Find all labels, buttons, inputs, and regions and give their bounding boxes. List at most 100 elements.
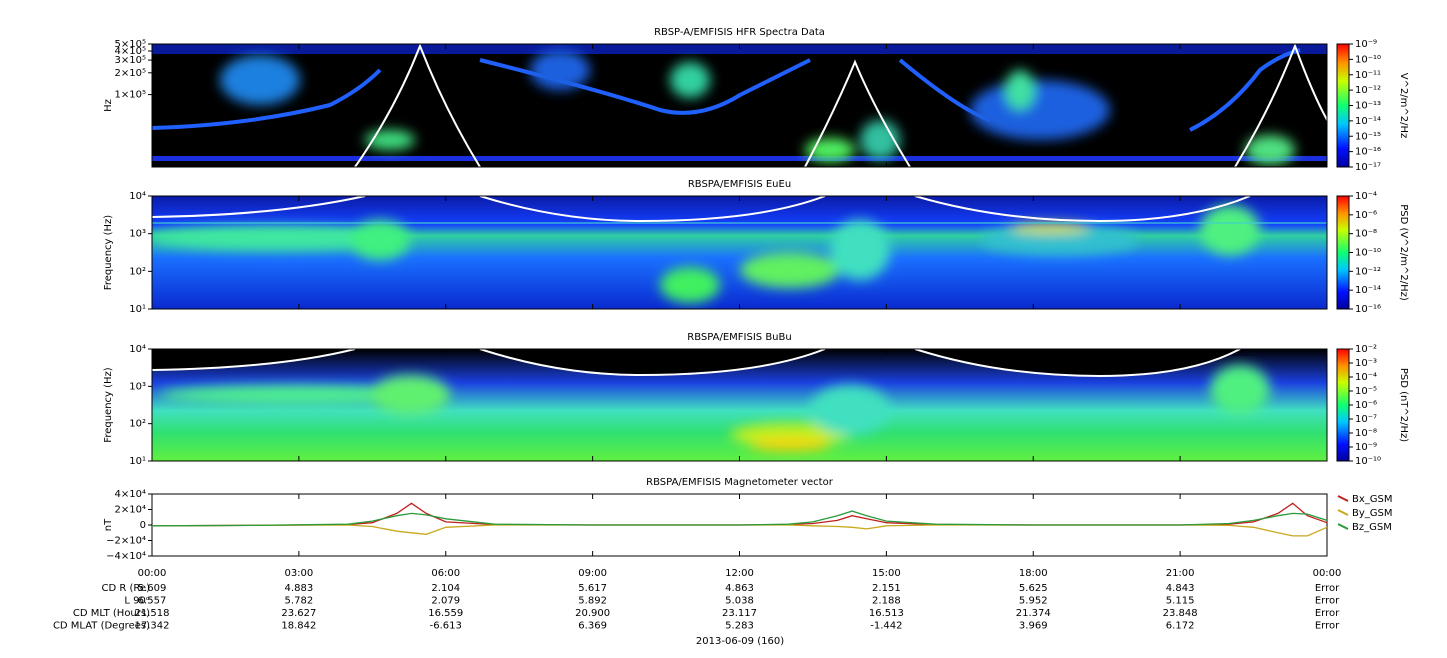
ephemeris-value: 5.952 [1019,596,1048,607]
ephemeris-value: 2.079 [431,596,460,607]
colorbar [1336,43,1350,168]
colorbar-tick-label: 10⁻¹⁴ [1355,285,1381,296]
colorbar-tick-label: 10⁻² [1355,344,1377,355]
colorbar-tick-label: 10⁻⁶ [1355,400,1377,411]
spectrogram-image [152,349,1327,461]
colorbar-tick-label: 10⁻¹⁴ [1355,116,1381,127]
ephemeris-value: Error [1315,621,1340,632]
panel-title: RBSPA/EMFISIS Magnetometer vector [646,477,834,488]
ephemeris-value: 20.900 [575,608,610,619]
ephemeris-value: 5.115 [1166,596,1195,607]
data-line [151,502,1328,527]
row-label: CD MLAT (Degrees) [53,621,150,632]
y-tick-label: 5×10⁵ [115,39,146,50]
y-tick-label: 2×10⁵ [115,68,146,79]
ephemeris-value: 18.842 [281,621,316,632]
y-tick-label: 2×10⁴ [115,505,146,516]
ephemeris-value: Error [1315,608,1340,619]
y-tick-label: −2×10⁴ [106,536,146,547]
colorbar-tick-label: 10⁻¹⁰ [1355,248,1381,259]
ephemeris-value: 23.117 [722,608,757,619]
ephemeris-value: 17.342 [135,621,170,632]
ephemeris-value: -6.613 [430,621,462,632]
x-tick-label: 03:00 [284,568,313,579]
ephemeris-value: 5.283 [725,621,754,632]
ephemeris-value: 5.782 [285,596,314,607]
ephemeris-value: 21.518 [135,608,170,619]
colorbar-tick-label: 10⁻¹⁵ [1355,131,1381,142]
y-tick-label: 3×10⁵ [115,55,146,66]
y-tick-label: 4×10⁵ [115,46,146,57]
ephemeris-value: 6.172 [1166,621,1195,632]
panel-title: RBSPA/EMFISIS BuBu [687,332,791,343]
x-tick-label: 06:00 [431,568,460,579]
colorbar [1336,348,1350,462]
y-axis-label: Hz [103,99,114,112]
ephemeris-value: 21.374 [1016,608,1051,619]
ephemeris-value: Error [1315,596,1340,607]
x-tick-label: 00:00 [138,568,167,579]
y-tick-label: 10² [129,419,146,430]
x-tick-label: 09:00 [578,568,607,579]
y-tick-label: −4×10⁴ [106,551,146,562]
y-tick-label: 10³ [129,229,146,240]
colorbar-tick-label: 10⁻⁴ [1355,372,1377,383]
colorbar-tick-label: 10⁻⁷ [1355,414,1377,425]
legend-label: By_GSM [1352,508,1393,519]
ephemeris-value: 6.369 [578,621,607,632]
ephemeris-value: -1.442 [870,621,902,632]
colorbar-tick-label: 10⁻¹² [1355,85,1381,96]
ephemeris-value: 2.104 [431,583,460,594]
y-tick-label: 4×10⁴ [115,489,146,500]
y-axis-label: nT [103,518,114,531]
ephemeris-value: 4.883 [285,583,314,594]
colorbar-tick-label: 10⁻¹⁰ [1355,54,1381,65]
y-axis-label: Frequency (Hz) [103,215,114,291]
ephemeris-value: 3.969 [1019,621,1048,632]
x-tick-label: 18:00 [1019,568,1048,579]
date-label: 2013-06-09 (160) [696,636,784,647]
colorbar-tick-label: 10⁻¹⁶ [1355,304,1381,315]
ephemeris-value: 4.843 [1166,583,1195,594]
legend-swatch [1337,495,1349,502]
y-tick-label: 10⁴ [129,191,146,202]
ephemeris-value: 16.513 [869,608,904,619]
ephemeris-value: 5.617 [578,583,607,594]
ephemeris-value: Error [1315,583,1340,594]
ephemeris-value: 5.038 [725,596,754,607]
ephemeris-value: 23.848 [1163,608,1198,619]
colorbar-tick-label: 10⁻⁹ [1355,39,1377,50]
colorbar-tick-label: 10⁻³ [1355,358,1377,369]
colorbar-tick-label: 10⁻¹³ [1355,101,1381,112]
data-line [151,510,1328,527]
colorbar-tick-label: 10⁻¹⁶ [1355,147,1381,158]
ephemeris-value: 23.627 [281,608,316,619]
legend-label: Bx_GSM [1352,494,1393,505]
colorbar-label: PSD (nT^2/Hz) [1398,368,1409,442]
colorbar-label: PSD (V^2/m^2/Hz) [1398,204,1409,301]
colorbar-tick-label: 10⁻¹² [1355,266,1381,277]
legend-label: Bz_GSM [1352,522,1392,533]
ephemeris-value: 5.609 [138,583,167,594]
panel-title: RBSP-A/EMFISIS HFR Spectra Data [654,27,825,38]
row-label: CD R (Re) [102,583,151,594]
y-tick-label: 10³ [129,381,146,392]
y-tick-label: 1×10⁵ [115,90,146,101]
y-tick-label: 10¹ [129,304,146,315]
colorbar-tick-label: 10⁻⁵ [1355,386,1377,397]
ephemeris-value: 16.559 [428,608,463,619]
colorbar-tick-label: 10⁻⁴ [1355,191,1377,202]
spectrogram-image [152,44,1327,167]
y-tick-label: 10⁴ [129,344,146,355]
colorbar [1336,195,1350,310]
colorbar-tick-label: 10⁻⁸ [1355,428,1377,439]
row-label: CD MLT (Hours) [73,608,150,619]
legend-swatch [1337,523,1349,530]
colorbar-tick-label: 10⁻⁸ [1355,229,1377,240]
colorbar-label: V^2/m^2/Hz [1398,73,1409,139]
spectrogram-image [152,196,1327,309]
data-line [151,524,1328,537]
y-axis-label: Frequency (Hz) [103,367,114,443]
ephemeris-value: 4.863 [725,583,754,594]
